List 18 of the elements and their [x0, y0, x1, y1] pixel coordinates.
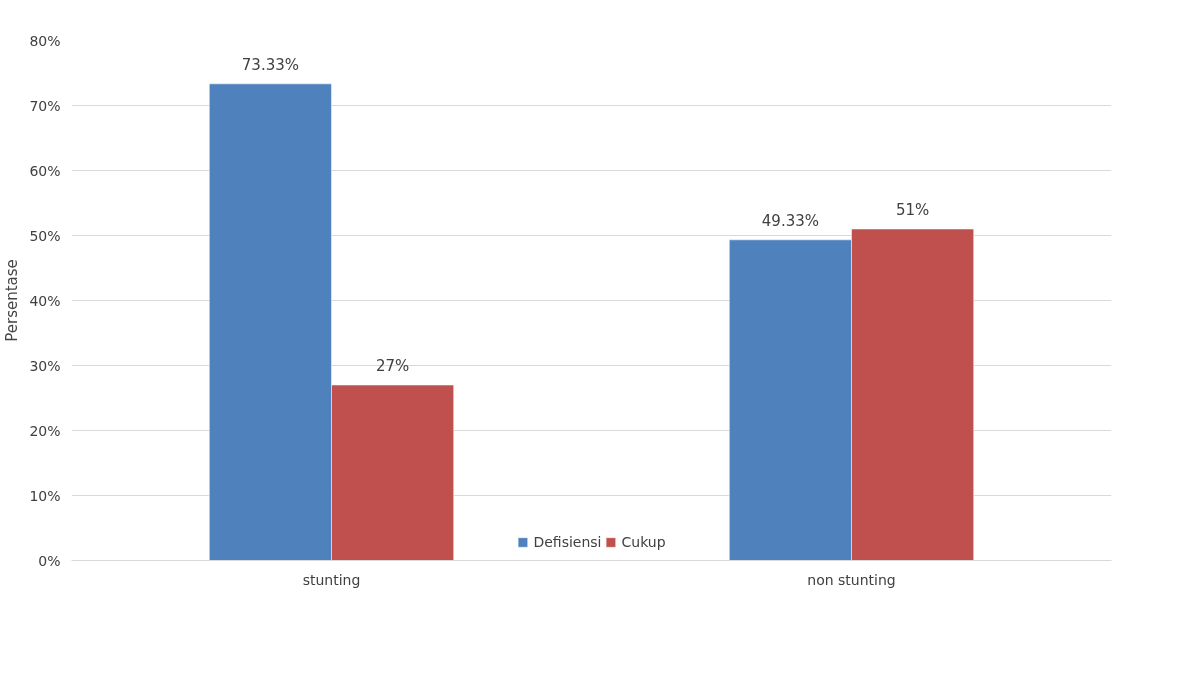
- y-tick-label: 50%: [29, 227, 61, 244]
- data-label: 51%: [895, 201, 930, 219]
- y-tick-label: 70%: [29, 97, 61, 114]
- data-label: 49.33%: [761, 211, 820, 230]
- x-tick-label: non stunting: [807, 571, 896, 588]
- y-axis-title: Persentase: [3, 259, 22, 342]
- y-tick-label: 10%: [29, 487, 61, 504]
- legend-label: Cukup: [621, 534, 666, 550]
- y-tick-label: 0%: [38, 552, 61, 569]
- legend-label: Defisiensi: [533, 534, 602, 550]
- y-tick-label: 60%: [29, 162, 61, 179]
- data-label: 27%: [375, 357, 410, 375]
- y-tick-label: 80%: [29, 32, 61, 49]
- y-tick-label: 40%: [29, 292, 61, 309]
- data-label: 73.33%: [241, 55, 300, 74]
- y-tick-label: 20%: [29, 422, 61, 439]
- y-tick-label: 30%: [29, 357, 61, 374]
- x-tick-label: stunting: [302, 571, 361, 588]
